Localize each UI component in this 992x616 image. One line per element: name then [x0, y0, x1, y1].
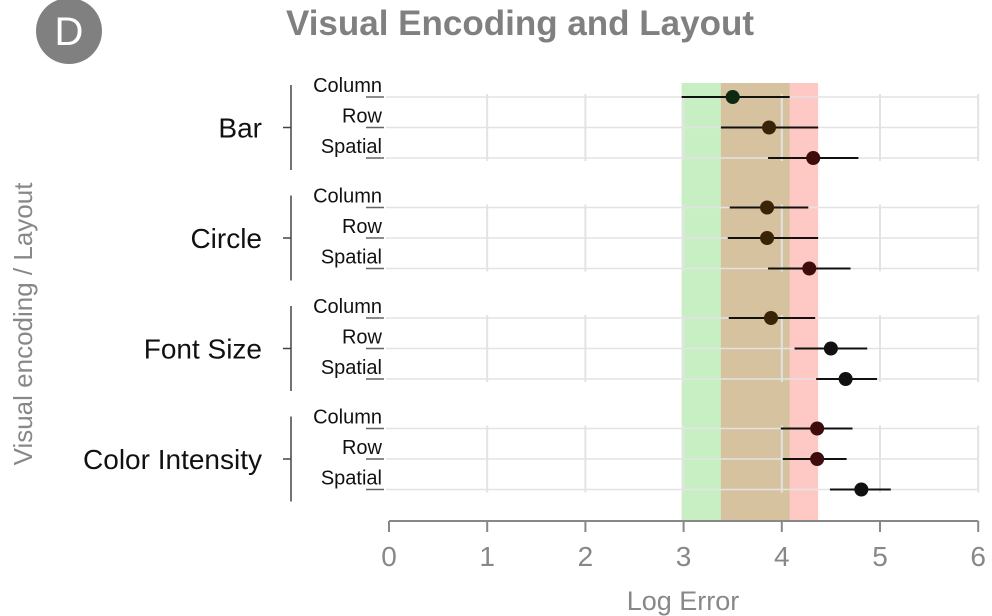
data-point — [763, 311, 778, 325]
x-tick-label: 3 — [676, 541, 692, 572]
x-axis: 0 1 2 3 4 5 6 — [381, 520, 986, 572]
group-label: Font Size — [144, 334, 262, 365]
x-axis-title: Log Error — [627, 586, 740, 616]
x-tick-label: 1 — [479, 541, 495, 572]
row-label: Spatial — [321, 247, 382, 269]
chart-title: Visual Encoding and Layout — [286, 4, 754, 43]
panel-badge-letter: D — [55, 10, 84, 54]
data-point — [725, 90, 740, 104]
data-point — [810, 421, 825, 436]
row-label: Spatial — [321, 357, 382, 379]
category-labels: Bar Column Row Spatial Circle Column Row Spatia… — [83, 75, 384, 502]
row-label: Column — [313, 75, 382, 97]
data-point — [810, 452, 825, 466]
data-point — [760, 200, 775, 215]
x-tick-label: 4 — [774, 541, 790, 572]
x-tick-label: 0 — [381, 541, 397, 572]
row-label: Row — [342, 327, 383, 349]
data-point — [802, 261, 817, 276]
data-point — [854, 482, 869, 497]
row-label: Row — [342, 437, 383, 459]
group-label: Circle — [190, 223, 262, 254]
highlight-bands — [681, 83, 819, 521]
row-label: Spatial — [321, 136, 382, 158]
row-label: Spatial — [321, 468, 382, 490]
group-label: Color Intensity — [83, 444, 262, 475]
row-label: Column — [313, 296, 382, 318]
y-axis-title: Visual encoding / Layout — [8, 182, 38, 466]
overlap-band — [720, 83, 790, 521]
data-point — [823, 341, 838, 356]
grid-lines — [386, 94, 980, 493]
data-point — [806, 151, 821, 165]
x-tick-label: 2 — [578, 541, 594, 572]
row-label: Column — [313, 407, 382, 429]
row-label: Row — [342, 106, 383, 128]
row-label: Row — [342, 216, 383, 238]
data-points — [681, 90, 891, 497]
group-label: Bar — [218, 113, 262, 144]
row-label: Column — [313, 186, 382, 208]
data-point — [760, 231, 775, 245]
data-point — [762, 120, 777, 135]
data-point — [838, 372, 853, 386]
x-tick-label: 5 — [872, 541, 888, 572]
panel-badge — [36, 0, 102, 64]
x-tick-label: 6 — [970, 541, 986, 572]
